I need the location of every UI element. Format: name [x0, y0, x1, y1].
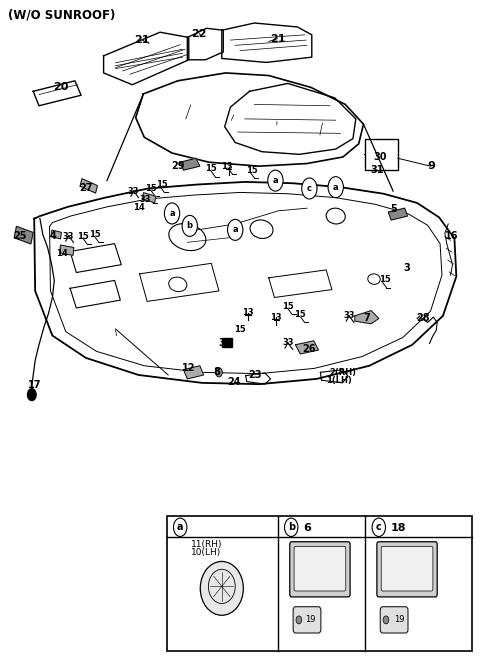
Text: 33: 33 — [282, 338, 294, 347]
Text: 15: 15 — [234, 325, 246, 334]
Text: 23: 23 — [249, 370, 262, 380]
Text: 21: 21 — [134, 35, 150, 45]
Text: b: b — [187, 221, 193, 230]
Polygon shape — [388, 208, 408, 220]
Text: 18: 18 — [391, 523, 407, 533]
FancyBboxPatch shape — [294, 546, 346, 591]
FancyBboxPatch shape — [290, 542, 350, 597]
Text: 8: 8 — [214, 367, 220, 377]
Text: a: a — [273, 176, 278, 185]
Circle shape — [164, 203, 180, 224]
Circle shape — [173, 518, 187, 536]
Polygon shape — [80, 179, 97, 193]
Bar — [167, 516, 472, 651]
Text: 33: 33 — [343, 311, 355, 320]
Bar — [222, 338, 232, 347]
Circle shape — [383, 616, 389, 624]
Text: 15: 15 — [156, 180, 168, 189]
Text: 14: 14 — [132, 203, 144, 212]
Text: 5: 5 — [390, 205, 396, 215]
Polygon shape — [143, 193, 156, 203]
Text: 28: 28 — [416, 313, 430, 324]
Text: c: c — [376, 522, 382, 532]
Text: 25: 25 — [13, 232, 26, 241]
Text: 15: 15 — [282, 301, 294, 311]
Polygon shape — [14, 226, 33, 244]
Polygon shape — [183, 366, 204, 379]
Text: 1(LH): 1(LH) — [326, 376, 352, 386]
Polygon shape — [60, 245, 74, 255]
FancyBboxPatch shape — [381, 546, 433, 591]
FancyBboxPatch shape — [377, 542, 437, 597]
Circle shape — [27, 389, 36, 401]
Circle shape — [216, 368, 222, 377]
Bar — [365, 139, 398, 170]
Circle shape — [296, 616, 302, 624]
Ellipse shape — [200, 561, 243, 615]
Text: 15: 15 — [89, 230, 101, 239]
Circle shape — [228, 219, 243, 240]
Text: c: c — [307, 184, 312, 193]
Text: 14: 14 — [56, 249, 68, 258]
Text: 6: 6 — [303, 523, 311, 533]
Text: 10(LH): 10(LH) — [192, 547, 222, 557]
Circle shape — [328, 176, 343, 197]
Circle shape — [268, 170, 283, 191]
Text: 11(RH): 11(RH) — [191, 540, 222, 549]
Text: 15: 15 — [379, 275, 390, 284]
Text: 19: 19 — [306, 615, 316, 624]
Text: 17: 17 — [28, 380, 42, 390]
Text: 33: 33 — [140, 195, 151, 204]
Circle shape — [182, 215, 197, 236]
Text: a: a — [232, 225, 238, 234]
Circle shape — [285, 518, 298, 536]
Polygon shape — [355, 311, 379, 324]
Polygon shape — [51, 230, 61, 239]
Text: a: a — [169, 209, 175, 218]
FancyBboxPatch shape — [293, 607, 321, 633]
Text: 4: 4 — [50, 232, 57, 241]
Text: 20: 20 — [53, 82, 68, 91]
Text: 15: 15 — [77, 232, 89, 241]
Text: 33: 33 — [128, 187, 139, 195]
Text: 19: 19 — [394, 615, 404, 624]
Text: 13: 13 — [221, 162, 233, 170]
Text: 32: 32 — [218, 338, 231, 348]
Text: 24: 24 — [227, 377, 240, 387]
Text: 30: 30 — [373, 152, 387, 162]
Text: a: a — [333, 183, 338, 191]
Text: 3: 3 — [403, 263, 410, 273]
Circle shape — [372, 518, 385, 536]
Text: b: b — [288, 522, 295, 532]
Text: 9: 9 — [428, 161, 435, 171]
FancyBboxPatch shape — [380, 607, 408, 633]
Polygon shape — [180, 159, 200, 170]
Circle shape — [302, 178, 317, 199]
Text: 21: 21 — [271, 34, 286, 44]
Text: 29: 29 — [171, 161, 184, 171]
Text: (W/O SUNROOF): (W/O SUNROOF) — [8, 9, 115, 22]
Text: a: a — [177, 522, 183, 532]
Text: 13: 13 — [242, 308, 253, 317]
Text: 7: 7 — [363, 313, 370, 324]
Text: 15: 15 — [246, 166, 257, 174]
Text: 26: 26 — [302, 343, 316, 354]
Text: 15: 15 — [144, 184, 156, 193]
Text: 31: 31 — [371, 165, 384, 175]
Text: 12: 12 — [182, 363, 195, 373]
Text: 27: 27 — [79, 184, 93, 193]
Text: 15: 15 — [205, 164, 217, 173]
Text: 16: 16 — [445, 232, 458, 241]
Text: 13: 13 — [270, 313, 282, 322]
Text: 33: 33 — [63, 232, 74, 241]
Polygon shape — [296, 341, 319, 354]
Text: 2(RH): 2(RH) — [329, 368, 356, 377]
Text: 15: 15 — [294, 310, 306, 319]
Text: 22: 22 — [192, 28, 207, 39]
